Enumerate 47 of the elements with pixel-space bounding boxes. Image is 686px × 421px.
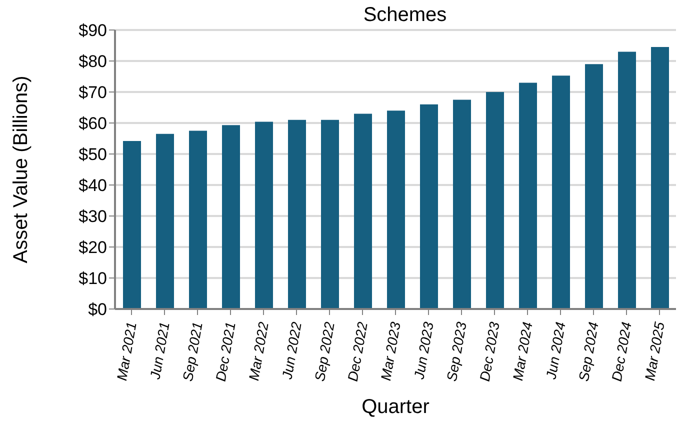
x-tick-label: Dec 2024 — [608, 320, 634, 383]
x-tick-label: Mar 2024 — [509, 320, 536, 382]
x-tick-label: Jun 2023 — [410, 320, 436, 382]
bar — [255, 122, 273, 309]
y-tick-label: $70 — [78, 83, 107, 102]
chart-title: Schemes — [362, 4, 448, 26]
x-tick-label: Mar 2022 — [245, 320, 272, 382]
bar — [420, 104, 438, 309]
y-tick-label: $30 — [78, 207, 107, 226]
bar — [189, 130, 207, 309]
y-tick-label: $90 — [78, 21, 107, 40]
x-tick-label: Sep 2021 — [179, 320, 206, 383]
x-tick-label: Dec 2023 — [476, 320, 502, 383]
y-tick-label: $50 — [78, 145, 107, 164]
bar — [618, 52, 636, 309]
y-tick-label: $10 — [78, 269, 107, 288]
bar — [354, 114, 372, 309]
y-tick-label: $20 — [78, 238, 107, 258]
bar — [387, 110, 405, 309]
x-axis-title: Quarter — [362, 396, 430, 418]
bar — [453, 100, 471, 309]
bar — [651, 47, 669, 309]
x-tick-label: Jun 2022 — [278, 320, 304, 382]
y-tick-label: $40 — [78, 176, 107, 196]
y-axis-title: Asset Value (Billions) — [10, 76, 32, 264]
bar — [552, 76, 570, 309]
y-tick-label: $0 — [88, 300, 107, 320]
x-tick-label: Mar 2025 — [641, 320, 668, 382]
bar — [486, 92, 504, 309]
x-tick-label: Dec 2021 — [212, 320, 238, 383]
x-tick-label: Sep 2023 — [443, 320, 470, 383]
bar — [585, 64, 603, 309]
x-tick-label: Dec 2022 — [344, 320, 370, 383]
bar — [222, 125, 240, 309]
x-tick-label: Jun 2024 — [542, 320, 568, 382]
bar — [123, 140, 141, 309]
bar — [519, 82, 537, 309]
y-tick-label: $60 — [78, 114, 107, 134]
bar — [321, 120, 339, 309]
x-tick-label: Sep 2022 — [311, 320, 338, 383]
x-tick-label: Mar 2023 — [377, 320, 404, 382]
x-tick-label: Sep 2024 — [575, 320, 602, 383]
bar — [156, 134, 174, 309]
bar — [288, 120, 306, 309]
y-tick-label: $80 — [78, 52, 107, 72]
x-tick-label: Mar 2021 — [113, 320, 140, 382]
x-tick-label: Jun 2021 — [146, 320, 172, 382]
